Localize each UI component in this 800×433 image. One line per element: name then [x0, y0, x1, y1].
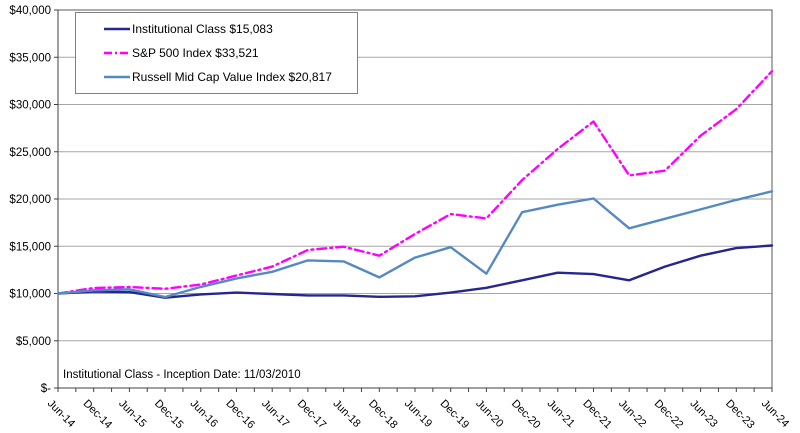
x-tick-label: Jun-22 [616, 398, 648, 430]
x-tick-label: Dec-17 [295, 398, 329, 432]
legend-item-institutional: Institutional Class $15,083 [104, 22, 351, 36]
legend-label-institutional: Institutional Class $15,083 [132, 22, 273, 36]
x-tick-label: Dec-14 [81, 398, 115, 432]
x-tick-label: Dec-21 [580, 398, 614, 432]
inception-date-footnote: Institutional Class - Inception Date: 11… [63, 369, 301, 381]
legend-item-russell: Russell Mid Cap Value Index $20,817 [104, 70, 351, 84]
institutional-line-swatch-icon [104, 27, 130, 31]
x-tick-label: Jun-21 [545, 398, 577, 430]
y-tick-label: $20,000 [9, 194, 51, 206]
x-tick-label: Jun-15 [116, 398, 148, 430]
legend-label-russell: Russell Mid Cap Value Index $20,817 [132, 70, 332, 84]
chart-legend: Institutional Class $15,083 S&P 500 Inde… [75, 12, 358, 94]
x-tick-label: Dec-23 [723, 398, 757, 432]
x-tick-label: Dec-19 [438, 398, 472, 432]
y-tick-label: $10,000 [9, 289, 51, 301]
y-tick-label: $30,000 [9, 100, 51, 112]
y-tick-label: $15,000 [9, 241, 51, 253]
x-tick-label: Dec-18 [366, 398, 400, 432]
x-tick-label: Jun-18 [330, 398, 362, 430]
x-tick-label: Dec-15 [152, 398, 186, 432]
x-tick-label: Jun-24 [759, 398, 791, 430]
y-tick-label: $- [41, 383, 51, 395]
legend-label-sp500: S&P 500 Index $33,521 [132, 46, 259, 60]
legend-item-sp500: S&P 500 Index $33,521 [104, 46, 351, 60]
y-tick-label: $40,000 [9, 5, 51, 17]
x-tick-label: Dec-20 [509, 398, 543, 432]
x-tick-label: Jun-14 [45, 398, 77, 430]
y-tick-label: $35,000 [9, 52, 51, 64]
x-tick-label: Dec-22 [652, 398, 686, 432]
x-tick-label: Jun-17 [259, 398, 291, 430]
x-tick-label: Jun-20 [473, 398, 505, 430]
russell-line-swatch-icon [104, 75, 130, 79]
x-tick-label: Jun-16 [188, 398, 220, 430]
y-tick-label: $5,000 [16, 336, 51, 348]
series-line-institutional-class [56, 244, 774, 299]
series-line-s-p-500-index [56, 69, 774, 295]
x-tick-label: Dec-16 [223, 398, 257, 432]
x-tick-label: Jun-23 [687, 398, 719, 430]
y-tick-label: $25,000 [9, 147, 51, 159]
series-line-russell-mid-cap-value-index [56, 190, 774, 299]
sp500-line-swatch-icon [104, 51, 130, 55]
x-tick-label: Jun-19 [402, 398, 434, 430]
